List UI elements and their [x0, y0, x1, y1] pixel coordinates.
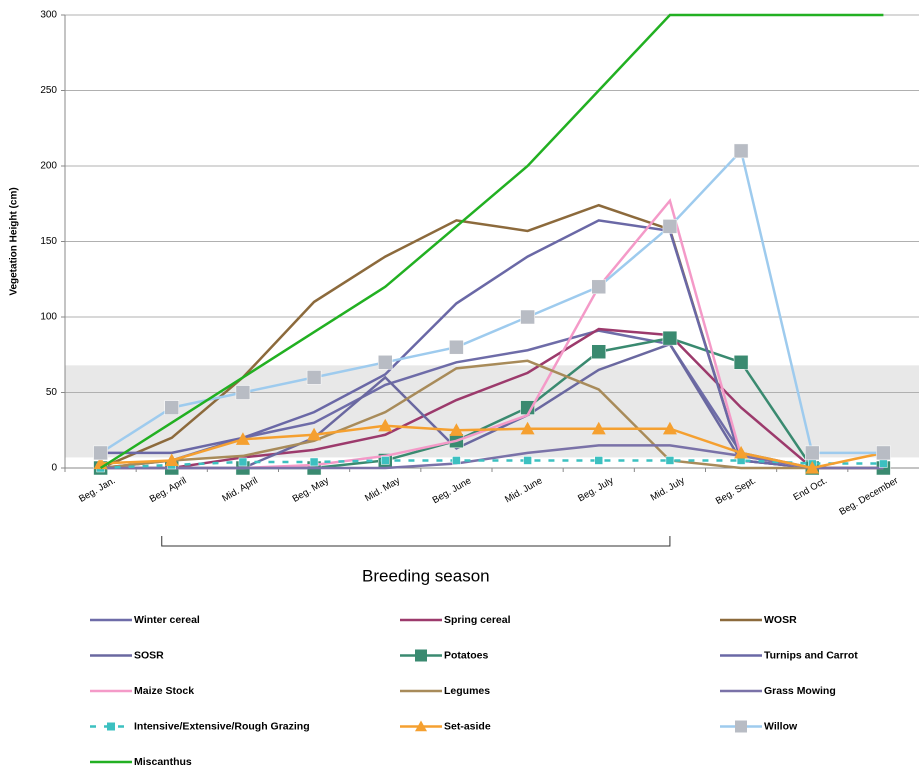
series-line — [100, 359, 884, 470]
x-tick-label: Beg. December — [838, 475, 901, 518]
y-tick-label: 250 — [40, 85, 57, 96]
x-tick-label: Beg. Jan. — [77, 475, 117, 505]
x-tick-label: End Oct. — [791, 475, 829, 503]
marker — [520, 421, 535, 435]
legend-item: Legumes — [400, 685, 490, 697]
series-line — [99, 13, 884, 470]
marker — [734, 445, 749, 459]
marker — [309, 457, 319, 467]
marker — [235, 385, 251, 400]
legend-label: Intensive/Extensive/Rough Grazing — [134, 720, 310, 732]
legend-item: WOSR — [720, 614, 797, 626]
series-line — [100, 327, 884, 470]
legend-item: Spring cereal — [400, 614, 511, 626]
marker — [591, 344, 606, 359]
legend-label: Spring cereal — [444, 614, 511, 626]
annotation: Breeding season — [362, 566, 490, 585]
marker — [662, 219, 678, 234]
legend-label: Willow — [764, 720, 798, 732]
legend-item: Miscanthus — [90, 756, 192, 768]
marker — [235, 432, 250, 445]
y-tick-label: 200 — [40, 161, 57, 172]
legend-marker — [415, 649, 427, 662]
marker — [662, 421, 677, 435]
legend-item: Set-aside — [400, 720, 491, 732]
series-line — [100, 219, 884, 470]
y-tick-label: 300 — [40, 10, 57, 21]
series-line — [99, 148, 884, 455]
marker — [378, 418, 393, 432]
marker — [378, 355, 393, 370]
y-tick-label: 0 — [51, 463, 57, 474]
marker — [523, 456, 532, 465]
x-tick-label: Mid. May — [363, 475, 402, 504]
x-tick-label: Beg. June — [431, 475, 474, 506]
legend-label: Grass Mowing — [764, 685, 836, 697]
marker — [452, 456, 461, 465]
shaded-band — [65, 365, 919, 458]
legend-label: Set-aside — [444, 720, 491, 732]
marker — [805, 445, 820, 461]
x-tick-label: Beg. July — [576, 475, 616, 504]
legend-item: Potatoes — [400, 649, 489, 662]
legend-label: SOSR — [134, 649, 164, 661]
legend-label: Legumes — [444, 685, 490, 697]
series-line — [100, 459, 884, 470]
marker — [665, 456, 675, 465]
legend-item: SOSR — [90, 649, 164, 661]
legend-item: Grass Mowing — [720, 685, 836, 697]
marker — [164, 400, 179, 415]
x-tick-label: Mid. April — [220, 475, 259, 504]
marker — [876, 445, 891, 461]
marker — [238, 457, 248, 467]
marker — [662, 330, 678, 346]
x-tick-label: Mid. July — [649, 475, 687, 503]
marker — [591, 421, 606, 435]
marker — [591, 279, 606, 295]
legend-label: WOSR — [764, 614, 797, 626]
legend-item: Maize Stock — [90, 685, 194, 697]
marker — [805, 461, 820, 474]
legend-label: Miscanthus — [134, 756, 192, 768]
legend-item: Willow — [720, 720, 798, 733]
marker — [449, 339, 464, 355]
legend-label: Potatoes — [444, 649, 489, 661]
marker — [733, 355, 749, 370]
y-tick-label: 100 — [40, 312, 57, 323]
legend-item: Intensive/Extensive/Rough Grazing — [90, 720, 310, 732]
marker — [381, 456, 390, 465]
legend-marker — [735, 720, 747, 733]
x-tick-label: Mid. June — [503, 475, 544, 505]
legend-label: Maize Stock — [134, 685, 194, 697]
series-line — [100, 424, 884, 470]
marker — [449, 423, 464, 436]
series-line — [100, 444, 884, 470]
marker — [307, 427, 322, 441]
marker — [164, 453, 179, 467]
marker — [306, 370, 322, 385]
marker — [594, 456, 603, 465]
marker — [733, 143, 749, 159]
y-tick-label: 150 — [40, 236, 57, 247]
legend-item: Winter cereal — [90, 614, 200, 626]
legend-marker — [415, 720, 427, 732]
marker — [520, 309, 535, 325]
bracket — [161, 536, 671, 547]
legend-label: Turnips and Carrot — [764, 649, 858, 661]
x-tick-label: Beg. May — [291, 475, 331, 505]
legend-marker — [107, 722, 115, 731]
y-tick-label: 50 — [46, 387, 58, 398]
marker — [879, 459, 888, 468]
marker — [93, 445, 108, 461]
y-axis-label: Vegetation Height (cm) — [9, 187, 20, 295]
legend-item: Turnips and Carrot — [720, 649, 858, 661]
legend-label: Winter cereal — [134, 614, 200, 626]
x-tick-label: Beg. April — [148, 475, 189, 505]
x-tick-label: Beg. Sept. — [714, 475, 758, 507]
